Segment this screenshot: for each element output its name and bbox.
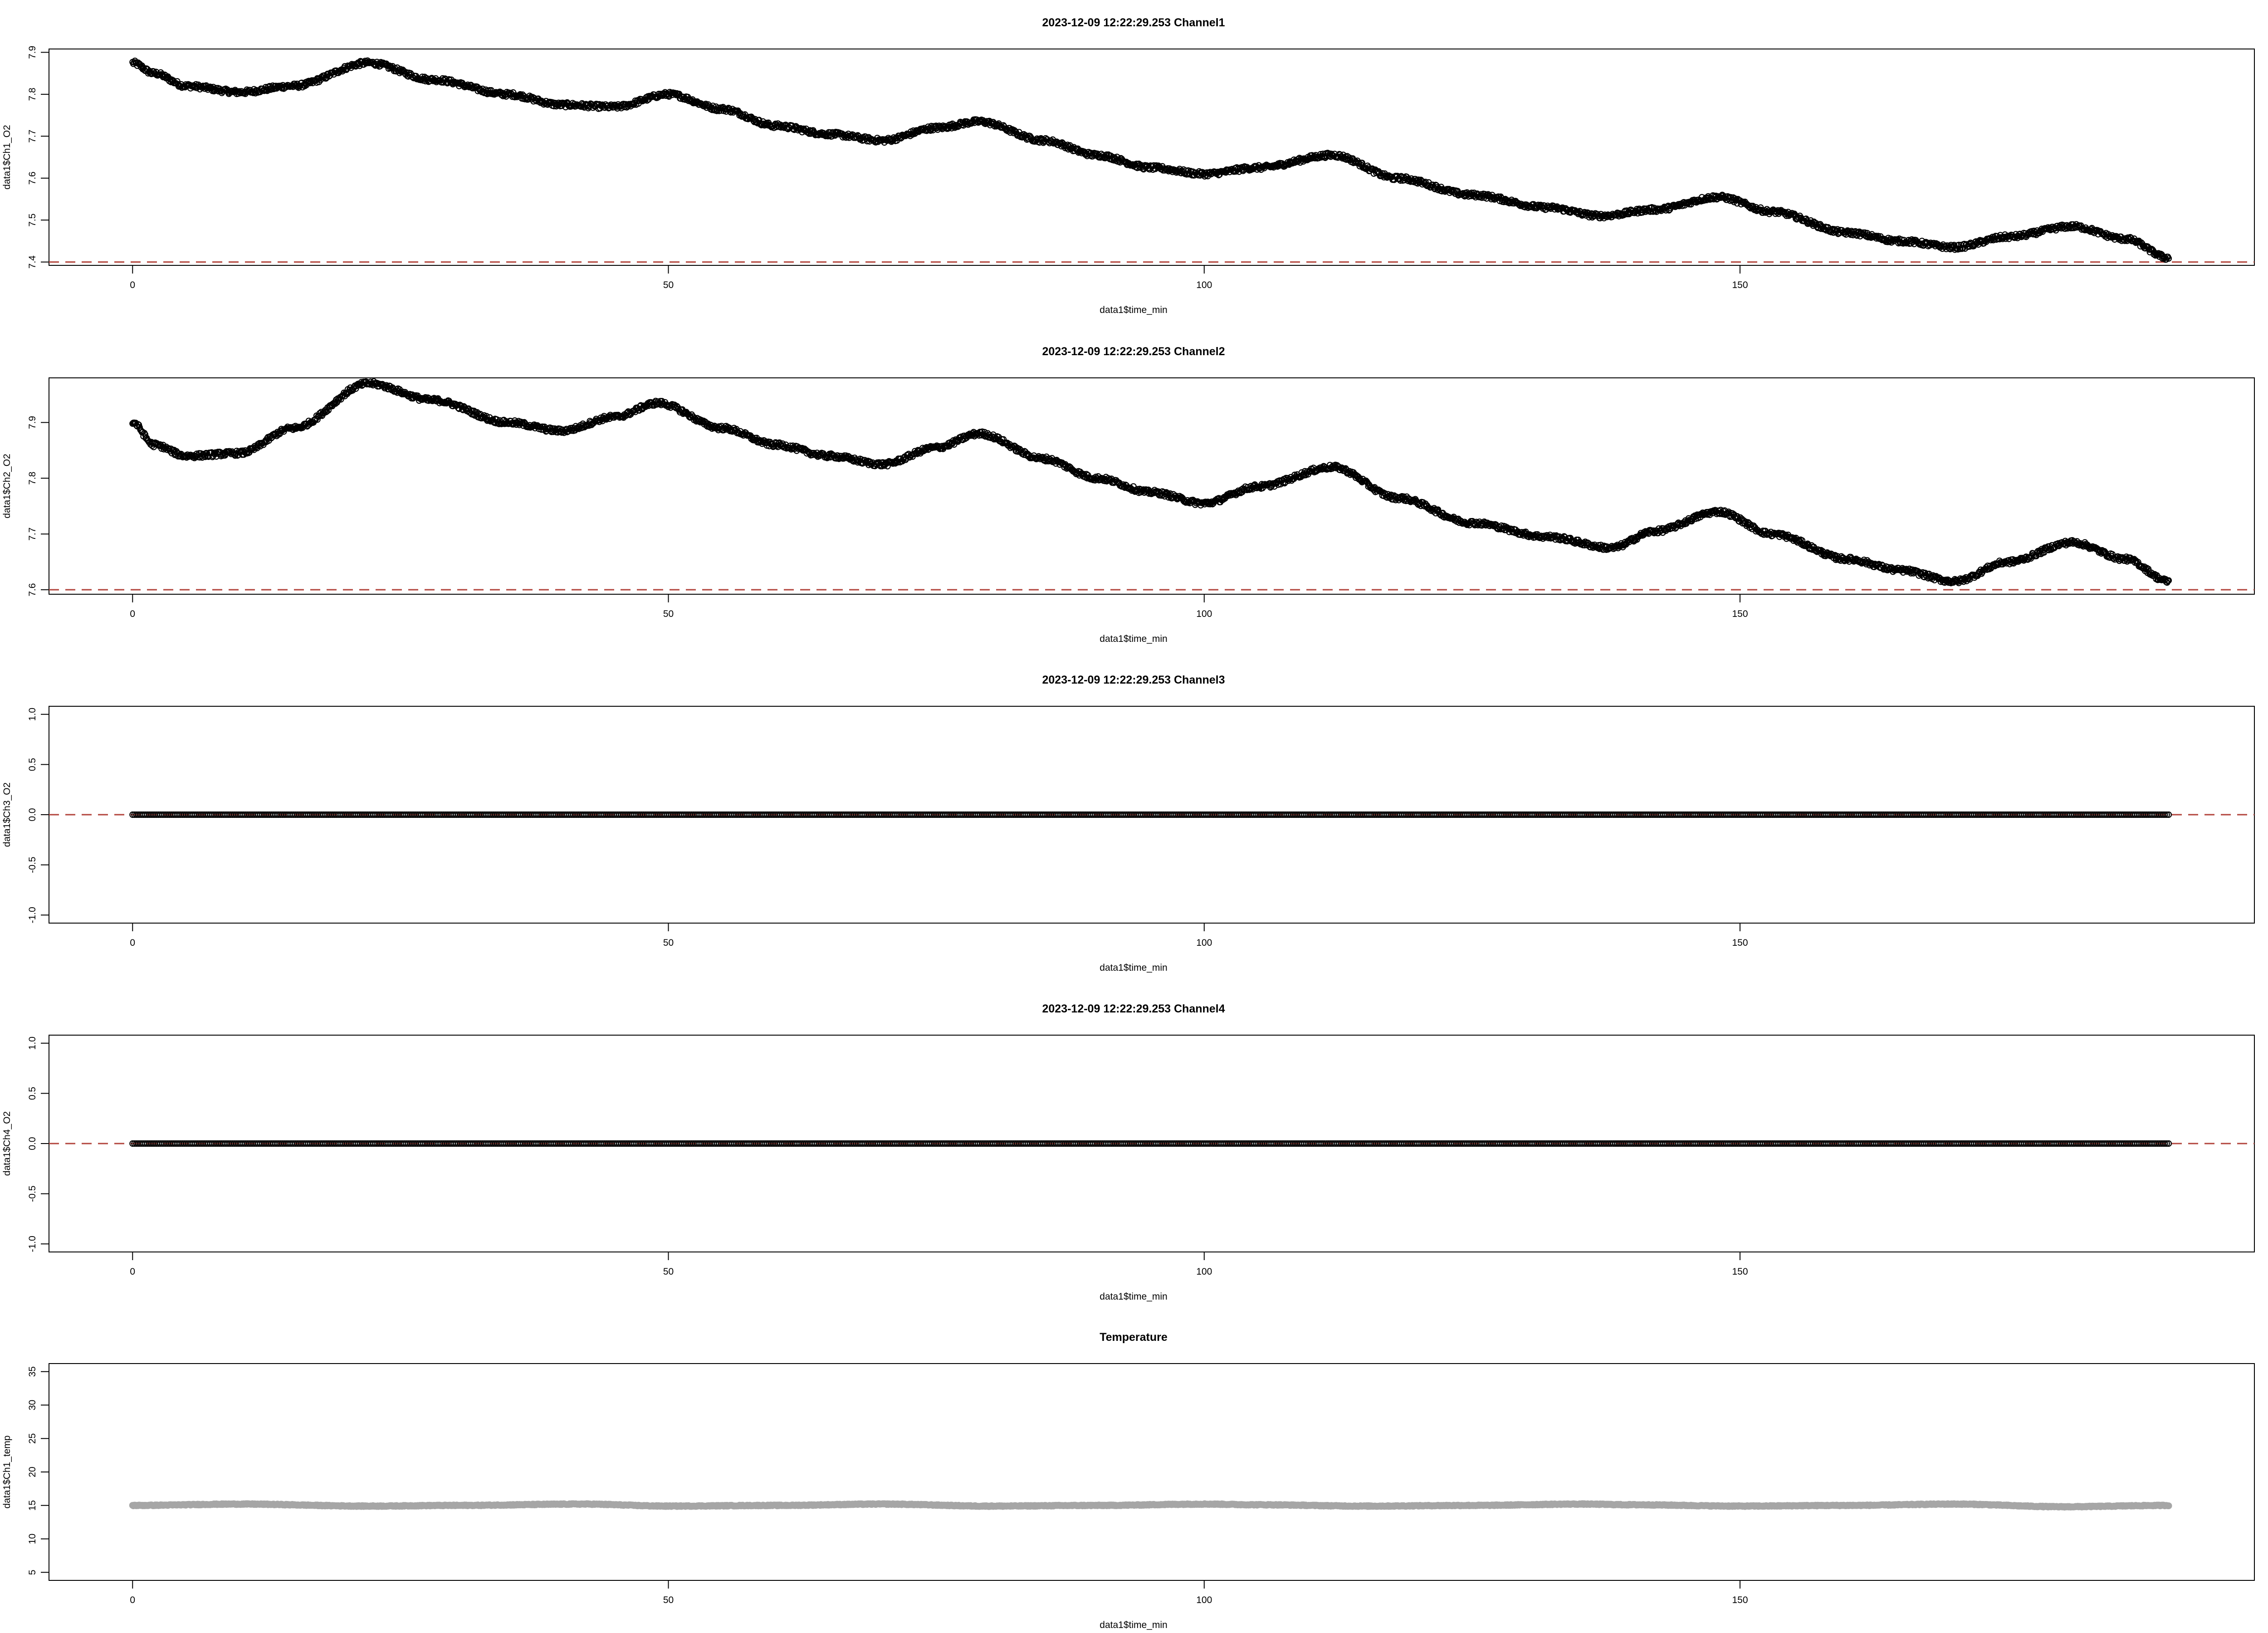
x-axis-label: data1$time_min bbox=[1100, 634, 1167, 644]
data-point bbox=[373, 62, 380, 68]
x-tick-label: 100 bbox=[1196, 280, 1212, 290]
data-point bbox=[394, 64, 401, 71]
data-point bbox=[928, 122, 935, 129]
y-tick-label: 7.7 bbox=[27, 130, 38, 143]
x-tick-label: 50 bbox=[663, 280, 674, 290]
y-tick-label: 7.8 bbox=[27, 472, 38, 485]
data-point bbox=[927, 127, 934, 134]
y-tick-label: 7.6 bbox=[27, 583, 38, 596]
y-axis-label: data1$Ch2_O2 bbox=[2, 454, 12, 518]
x-tick-label: 150 bbox=[1732, 280, 1748, 290]
y-axis-label: data1$Ch1_O2 bbox=[2, 125, 12, 189]
chart-panel-2: 2023-12-09 12:22:29.253 Channel2 0 50 100 15… bbox=[2, 345, 2255, 644]
data-point bbox=[1516, 202, 1523, 209]
data-point bbox=[1355, 160, 1362, 166]
y-tick-label: 7.9 bbox=[27, 46, 38, 59]
y-tick-label: 7.5 bbox=[27, 214, 38, 227]
plot-frame bbox=[49, 49, 2255, 266]
x-tick-label: 100 bbox=[1196, 609, 1212, 619]
plot-frame bbox=[49, 377, 2255, 595]
y-tick-label: 7.8 bbox=[27, 88, 38, 101]
y-tick-label: 7.7 bbox=[27, 528, 38, 541]
x-tick-label: 50 bbox=[663, 609, 674, 619]
x-tick-label: 150 bbox=[1732, 609, 1748, 619]
y-tick-label: 7.4 bbox=[27, 255, 38, 269]
data-point bbox=[445, 76, 452, 83]
y-tick-label: 7.6 bbox=[27, 171, 38, 185]
data-points bbox=[129, 378, 2172, 587]
x-tick-label: 0 bbox=[130, 280, 135, 290]
x-axis-label: data1$time_min bbox=[1100, 305, 1167, 315]
x-tick-label: 0 bbox=[130, 609, 135, 619]
chart-title: 2023-12-09 12:22:29.253 Channel1 bbox=[1042, 16, 1225, 29]
chart-panel-1: 2023-12-09 12:22:29.253 Channel1 0 50 100 15… bbox=[2, 16, 2255, 315]
data-points bbox=[129, 57, 2172, 263]
y-tick-label: 7.9 bbox=[27, 416, 38, 429]
chart-title: 2023-12-09 12:22:29.253 Channel2 bbox=[1042, 345, 1225, 358]
